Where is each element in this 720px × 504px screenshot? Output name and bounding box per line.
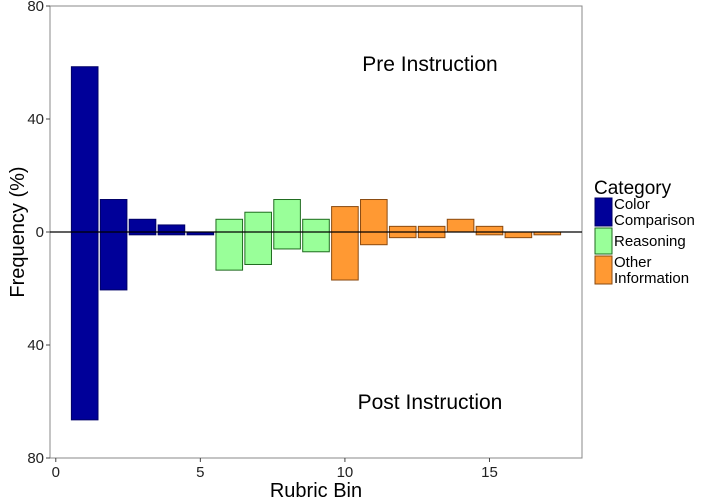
y-tick-label: 80 xyxy=(27,450,44,467)
x-axis: 0 5 10 15 xyxy=(52,458,498,481)
legend-key-0 xyxy=(594,197,613,227)
y-tick-label: 40 xyxy=(27,337,44,354)
bar-post-bin-6 xyxy=(215,231,244,271)
x-tick-label: 0 xyxy=(52,464,60,481)
bar-pre-bin-2 xyxy=(99,199,128,233)
bar-pre-bin-4 xyxy=(157,224,186,233)
y-tick-label: 0 xyxy=(36,224,44,241)
y-tick-label: 40 xyxy=(27,111,44,128)
annotation-post: Post Instruction xyxy=(358,391,503,414)
legend-title: Category xyxy=(594,178,672,199)
legend-label: Other xyxy=(614,254,652,271)
bar-pre-bin-3 xyxy=(128,218,157,233)
bar-pre-bin-14 xyxy=(446,218,475,233)
bar-pre-bin-7 xyxy=(244,211,272,233)
bar-post-bin-9 xyxy=(302,231,330,253)
x-tick-label: 10 xyxy=(337,464,354,481)
bar-post-bin-13 xyxy=(417,231,446,239)
y-axis: 80 40 0 40 80 xyxy=(27,0,50,467)
x-axis-title: Rubric Bin xyxy=(270,480,362,502)
bar-pre-bin-6 xyxy=(215,218,244,233)
legend-key-2 xyxy=(594,255,613,285)
bar-pre-bin-12 xyxy=(388,225,417,233)
annotation-pre: Pre Instruction xyxy=(362,53,497,76)
bar-pre-bin-11 xyxy=(360,199,388,233)
x-tick-label: 15 xyxy=(481,464,498,481)
bar-post-bin-1 xyxy=(70,231,99,421)
bar-post-bin-8 xyxy=(273,231,301,250)
y-tick-label: 80 xyxy=(27,0,44,15)
x-tick-label: 5 xyxy=(196,464,204,481)
bar-pre-bin-1 xyxy=(70,66,99,233)
legend-label: Color xyxy=(614,196,650,213)
legend-label: Comparison xyxy=(614,212,695,229)
bar-pre-bin-13 xyxy=(417,225,446,233)
bar-post-bin-12 xyxy=(388,231,417,239)
bar-pre-bin-8 xyxy=(273,199,301,233)
bar-post-bin-11 xyxy=(360,231,388,246)
bar-pre-bin-10 xyxy=(331,206,359,233)
bar-pre-bin-15 xyxy=(475,225,504,233)
legend-key-1 xyxy=(594,227,613,255)
bar-post-bin-16 xyxy=(504,231,533,239)
bar-post-bin-7 xyxy=(244,231,272,265)
bar-post-bin-2 xyxy=(99,231,128,291)
y-axis-title: Frequency (%) xyxy=(7,166,29,297)
legend-label: Reasoning xyxy=(614,233,686,250)
bar-pre-bin-9 xyxy=(302,218,330,233)
legend-label: Information xyxy=(614,270,689,287)
bar-post-bin-10 xyxy=(331,231,359,281)
